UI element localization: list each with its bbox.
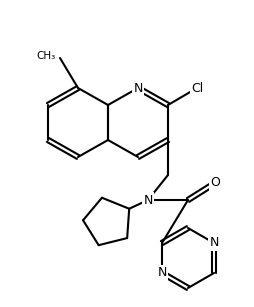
Text: O: O: [209, 177, 219, 189]
Text: N: N: [143, 193, 152, 207]
Text: Cl: Cl: [190, 81, 202, 95]
Text: N: N: [209, 236, 218, 250]
Text: N: N: [157, 266, 166, 279]
Text: N: N: [133, 81, 142, 95]
Text: CH₃: CH₃: [37, 51, 56, 61]
